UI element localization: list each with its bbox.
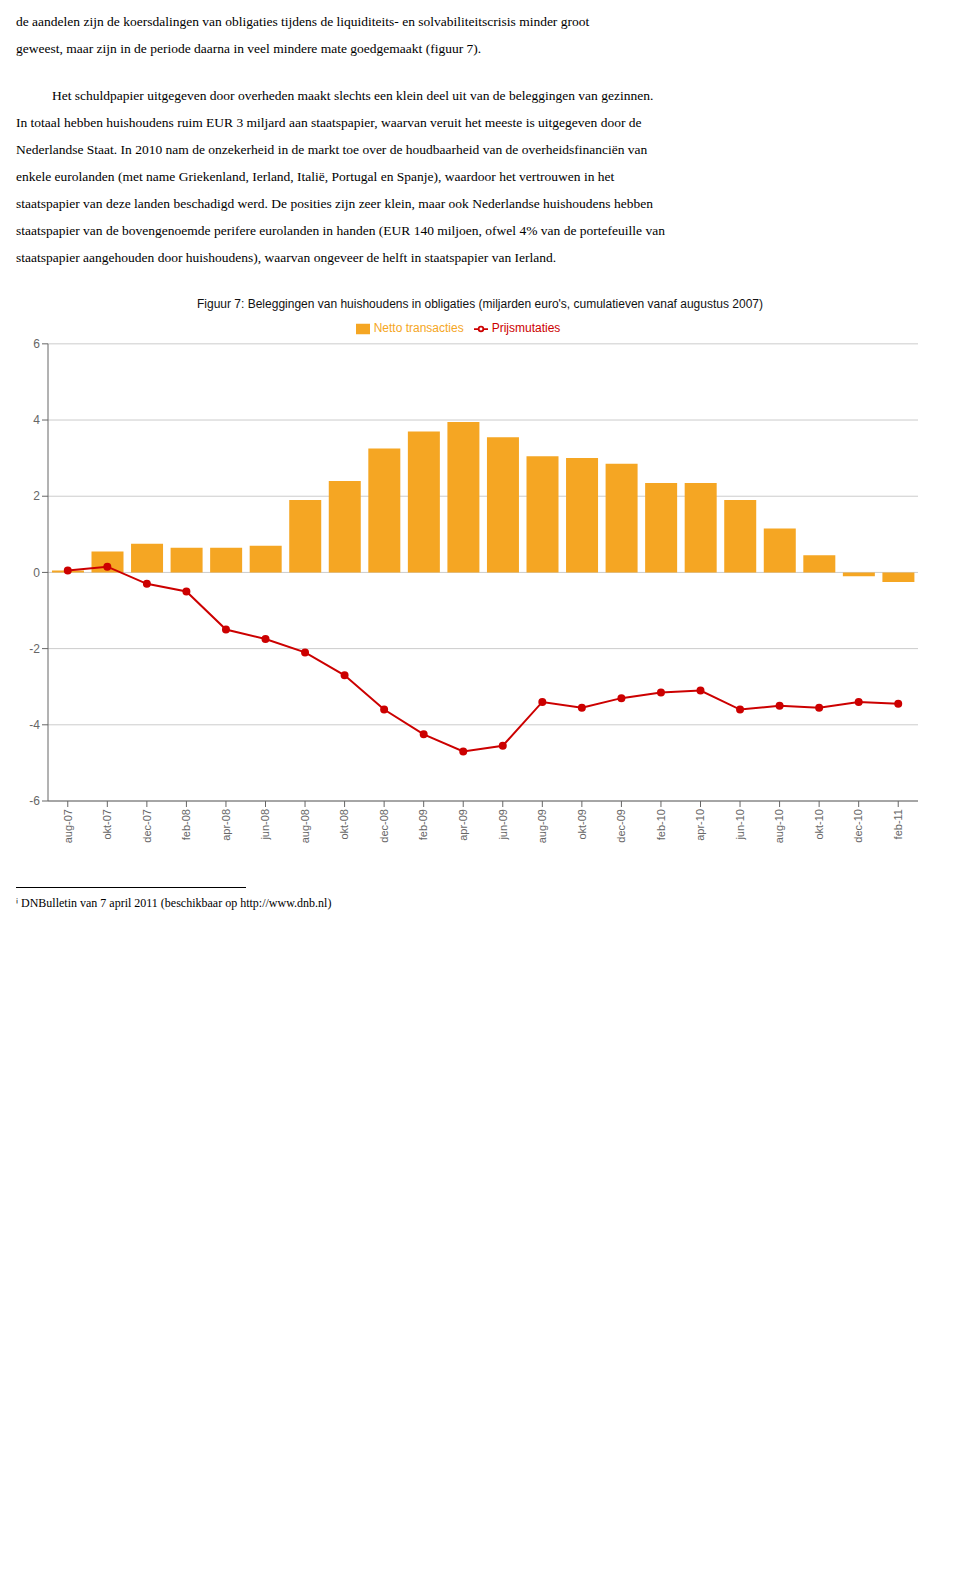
- svg-text:dec-07: dec-07: [141, 809, 153, 843]
- svg-text:feb-11: feb-11: [892, 809, 904, 839]
- svg-text:-2: -2: [29, 642, 40, 656]
- html-text:Het schuldpapier uitgegeven do: Het schuldpapier uitgegeven door overhed…: [52, 88, 654, 103]
- svg-text:apr-10: apr-10: [694, 809, 706, 841]
- svg-text:2: 2: [33, 489, 40, 503]
- html-text:In totaal hebben huishoudens r: In totaal hebben huishoudens ruim EUR 3 …: [16, 115, 642, 130]
- html-text:Figuur 7: Beleggingen van huis: Figuur 7: Beleggingen van huishoudens in…: [197, 297, 763, 311]
- html-text:de aandelen zijn de koersdalin: de aandelen zijn de koersdalingen van ob…: [16, 14, 590, 29]
- svg-text:dec-10: dec-10: [852, 809, 864, 843]
- html-text:staatspapier van de bovengenoe: staatspapier van de bovengenoemde perife…: [16, 223, 665, 238]
- svg-text:feb-10: feb-10: [655, 809, 667, 840]
- svg-text:aug-10: aug-10: [773, 809, 785, 843]
- html-text:enkele eurolanden (met name Gr: enkele eurolanden (met name Griekenland,…: [16, 169, 615, 184]
- svg-text:jun-09: jun-09: [497, 809, 509, 841]
- html-text:Prijsmutaties: Prijsmutaties: [491, 321, 561, 335]
- html-text:Nederlandse Staat. In 2010 nam: Nederlandse Staat. In 2010 nam de onzeke…: [16, 142, 648, 157]
- svg-text:okt-08: okt-08: [338, 809, 350, 840]
- html-text:staatspapier van deze landen b: staatspapier van deze landen beschadigd …: [16, 196, 653, 211]
- svg-text:aug-07: aug-07: [62, 809, 74, 843]
- html-text:Netto transacties: Netto transacties: [373, 321, 464, 335]
- html-text:ⁱ DNBulletin van 7 april 2011: ⁱ DNBulletin van 7 april 2011 (beschikba…: [16, 896, 332, 910]
- svg-text:apr-08: apr-08: [220, 809, 232, 841]
- svg-text:okt-10: okt-10: [813, 809, 825, 840]
- html-text:geweest, maar zijn in de perio: geweest, maar zijn in de periode daarna …: [16, 41, 482, 56]
- svg-text:-6: -6: [29, 794, 40, 808]
- svg-text:dec-08: dec-08: [378, 809, 390, 843]
- svg-text:okt-07: okt-07: [101, 809, 113, 840]
- svg-text:6: 6: [33, 337, 40, 351]
- svg-text:aug-09: aug-09: [536, 809, 548, 843]
- svg-text:dec-09: dec-09: [615, 809, 627, 843]
- svg-text:jun-08: jun-08: [259, 809, 271, 841]
- svg-text:jun-10: jun-10: [734, 809, 746, 841]
- svg-text:okt-09: okt-09: [576, 809, 588, 840]
- svg-text:-4: -4: [29, 718, 40, 732]
- svg-text:4: 4: [33, 413, 40, 427]
- svg-text:0: 0: [33, 566, 40, 580]
- html-text:staatspapier aangehouden door: staatspapier aangehouden door huishouden…: [16, 250, 557, 265]
- svg-text:feb-08: feb-08: [180, 809, 192, 840]
- svg-text:apr-09: apr-09: [457, 809, 469, 841]
- svg-text:aug-08: aug-08: [299, 809, 311, 843]
- svg-text:feb-09: feb-09: [417, 809, 429, 840]
